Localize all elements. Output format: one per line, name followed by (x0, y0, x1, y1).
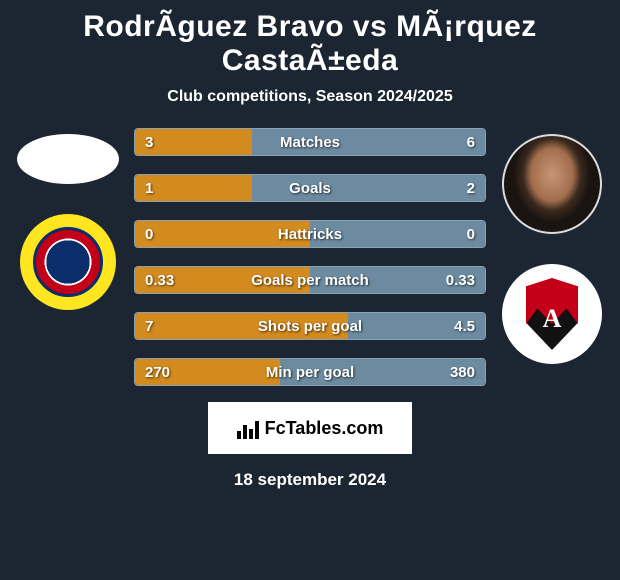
player2-club-logo: A (502, 264, 602, 364)
stat-label: Shots per goal (135, 313, 485, 339)
stat-bar: 74.5Shots per goal (134, 312, 486, 340)
player2-avatar (502, 134, 602, 234)
stat-label: Goals (135, 175, 485, 201)
brand-bars-icon (237, 417, 259, 439)
player1-avatar (17, 134, 119, 184)
stat-label: Matches (135, 129, 485, 155)
page-title: RodrÃ­guez Bravo vs MÃ¡rquez CastaÃ±eda (0, 10, 620, 78)
stats-bars: 36Matches 12Goals 00Hattricks 0.330.33Goals… (128, 124, 492, 386)
stat-bar: 36Matches (134, 128, 486, 156)
stat-label: Goals per match (135, 267, 485, 293)
club-america-inner-icon (33, 227, 103, 297)
stat-bar: 00Hattricks (134, 220, 486, 248)
atlas-letter-icon: A (502, 304, 602, 334)
subtitle: Club competitions, Season 2024/2025 (0, 88, 620, 106)
stat-label: Hattricks (135, 221, 485, 247)
comparison-card: RodrÃ­guez Bravo vs MÃ¡rquez CastaÃ±eda … (0, 0, 620, 490)
brand-text: FcTables.com (265, 418, 384, 439)
player1-club-logo (20, 214, 116, 310)
right-column: A (492, 124, 612, 364)
date-line: 18 september 2024 (234, 470, 386, 490)
stat-bar: 12Goals (134, 174, 486, 202)
main-row: 36Matches 12Goals 00Hattricks 0.330.33Goals… (0, 124, 620, 386)
brand-box: FcTables.com (208, 402, 412, 454)
stat-label: Min per goal (135, 359, 485, 385)
left-column (8, 124, 128, 310)
stat-bar: 0.330.33Goals per match (134, 266, 486, 294)
stat-bar: 270380Min per goal (134, 358, 486, 386)
footer: FcTables.com 18 september 2024 (0, 402, 620, 490)
